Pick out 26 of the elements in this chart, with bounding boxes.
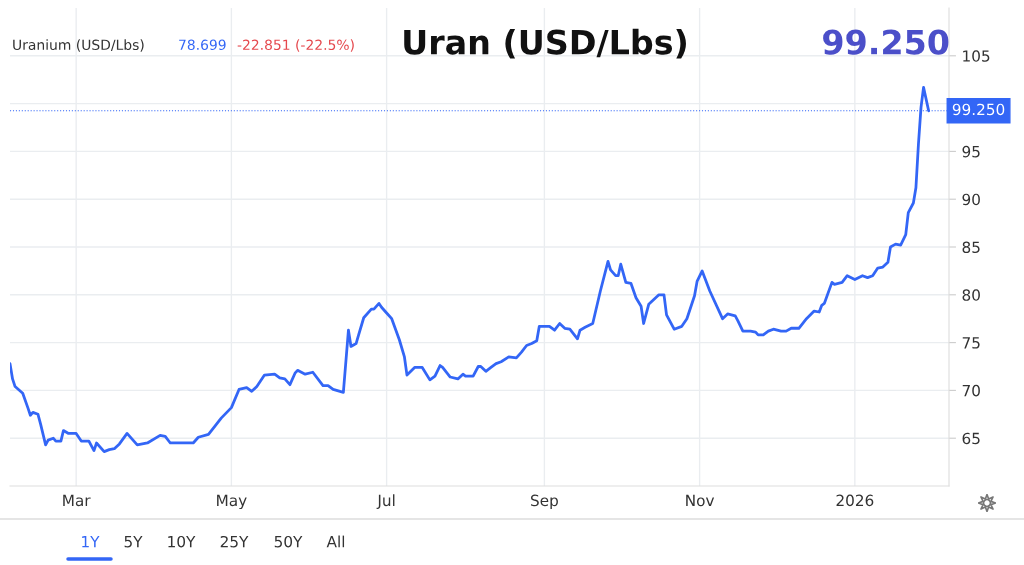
ref-line-label: 99.250: [952, 103, 1005, 116]
text: All: [326, 535, 345, 548]
y-tick-label: 90: [962, 193, 980, 206]
y-tick-label: 65: [962, 432, 980, 445]
y-tick-label: 70: [962, 384, 980, 397]
x-tick-label: Jul: [376, 494, 395, 509]
x-tick-label: Sep: [531, 494, 558, 510]
annotation: 78.699: [179, 39, 226, 51]
annotation: 99.250: [823, 29, 949, 55]
text: Uran (USD/Lbs): [404, 28, 686, 59]
y-tick-label: 105: [963, 50, 990, 62]
text: 10Y: [168, 535, 196, 548]
y-tick-label: 80: [962, 289, 980, 301]
y-tick-label: 85: [962, 241, 980, 254]
annotation: -22.851 (-22.5%): [237, 39, 354, 52]
x-tick-label: May: [217, 494, 247, 510]
x-tick-label: 2026: [836, 494, 874, 507]
y-tick-label: 95: [962, 145, 980, 158]
x-tick-label: Nov: [686, 494, 715, 507]
text: 25Y: [220, 535, 249, 548]
y-tick-label: 75: [962, 337, 980, 349]
text: 50Y: [274, 535, 303, 548]
annotation: Uranium (USD/Lbs): [13, 39, 144, 52]
x-tick-label: Mar: [63, 494, 91, 507]
text: 5Y: [124, 536, 143, 548]
text: 1Y: [82, 536, 100, 548]
